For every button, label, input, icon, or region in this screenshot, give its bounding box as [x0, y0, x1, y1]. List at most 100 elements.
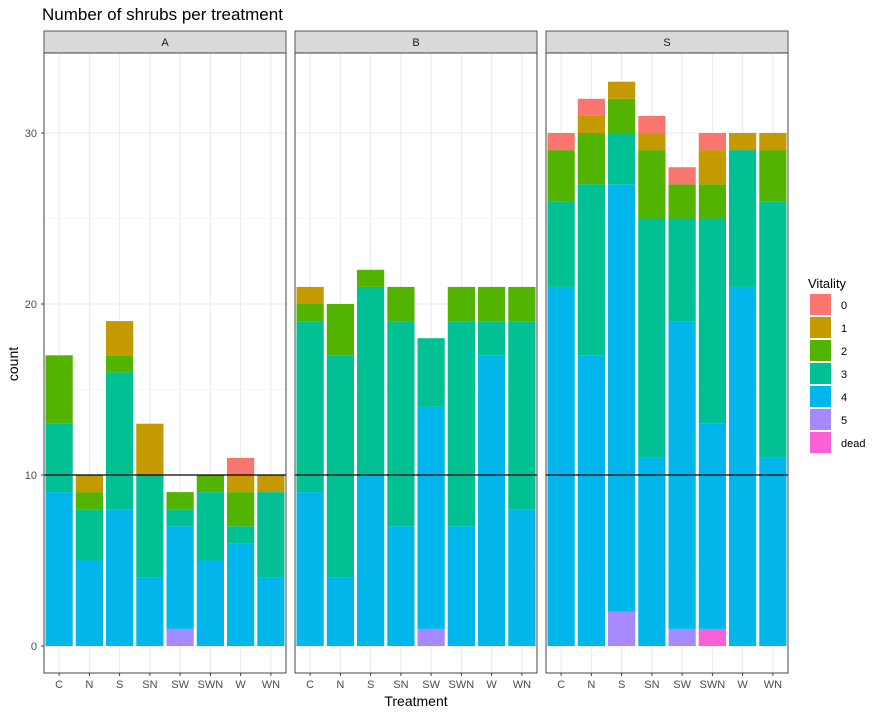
bar-segment-B-S-3	[357, 286, 385, 475]
bar-segment-B-SWN-2	[447, 286, 475, 322]
legend-label-1: 1	[841, 323, 847, 335]
legend-swatch-3	[810, 363, 831, 384]
legend-swatch-1	[810, 317, 831, 338]
bar-segment-A-WN-1	[257, 475, 285, 493]
strip-label-S: S	[663, 37, 670, 49]
bar-segment-A-SW-3	[166, 509, 194, 527]
bar-segment-A-S-3	[106, 372, 134, 510]
x-tick-label-W: W	[486, 679, 497, 691]
x-tick-label-S: S	[367, 679, 374, 691]
bar-segment-B-C-2	[296, 304, 324, 322]
bar-segment-S-C-3	[547, 201, 575, 287]
legend-swatch-4	[810, 386, 831, 407]
legend-label-0: 0	[841, 300, 847, 312]
y-axis-title: count	[5, 347, 21, 381]
x-tick-label-W: W	[737, 679, 748, 691]
bar-segment-B-SW-5	[417, 628, 445, 646]
bar-segment-B-WN-2	[508, 286, 536, 322]
bar-segment-B-W-4	[478, 355, 506, 646]
x-tick-label-SW: SW	[422, 679, 440, 691]
x-tick-label-C: C	[55, 679, 63, 691]
bar-segment-B-N-4	[326, 577, 354, 646]
bar-segment-S-N-1	[577, 115, 605, 133]
x-tick-label-SN: SN	[142, 679, 157, 691]
bar-segment-S-WN-3	[759, 201, 787, 458]
x-tick-label-W: W	[235, 679, 246, 691]
bar-segment-S-SN-3	[638, 218, 666, 458]
bar-segment-B-SN-2	[387, 286, 415, 322]
bar-segment-B-N-2	[326, 304, 354, 356]
bars	[296, 269, 536, 646]
bar-segment-S-S-1	[608, 81, 636, 99]
y-tick-label-0: 0	[31, 641, 37, 653]
legend-label-4: 4	[841, 392, 847, 404]
bar-segment-A-WN-4	[257, 577, 285, 646]
bar-segment-S-SW-0	[668, 167, 696, 185]
bar-segment-S-S-3	[608, 133, 636, 185]
bar-segment-A-SN-4	[136, 577, 164, 646]
bar-segment-S-C-4	[547, 286, 575, 646]
y-axis-ticks: 0 10 20	[25, 132, 44, 653]
bar-segment-S-N-0	[577, 98, 605, 116]
x-tick-label-SWN: SWN	[198, 679, 224, 691]
bar-segment-A-N-4	[75, 560, 103, 646]
bar-segment-A-SW-5	[166, 628, 194, 646]
x-tick-label-N: N	[336, 679, 344, 691]
bar-segment-S-W-3	[729, 150, 757, 287]
x-tick-label-WN: WN	[262, 679, 280, 691]
legend-label-dead: dead	[841, 438, 865, 450]
bar-segment-B-SW-4	[417, 406, 445, 629]
bar-segment-A-N-1	[75, 475, 103, 493]
legend-swatch-0	[810, 294, 831, 315]
bars	[547, 81, 787, 646]
bar-segment-A-SWN-4	[196, 560, 224, 646]
legend-swatch-5	[810, 409, 831, 430]
bar-segment-B-S-4	[357, 475, 385, 646]
bar-segment-S-S-4	[608, 184, 636, 612]
bar-segment-B-SWN-3	[447, 321, 475, 527]
bar-segment-A-C-4	[45, 492, 73, 646]
bar-segment-S-S-5	[608, 611, 636, 646]
bar-segment-S-SWN-2	[698, 184, 726, 219]
legend-label-3: 3	[841, 369, 847, 381]
bar-segment-S-N-4	[577, 355, 605, 646]
y-tick-label-20: 20	[25, 299, 37, 311]
bar-segment-S-SW-3	[668, 218, 696, 322]
x-axis-title: Treatment	[384, 693, 447, 709]
bar-segment-S-SW-5	[668, 628, 696, 646]
panel-border	[545, 52, 789, 674]
legend-swatch-dead	[810, 432, 831, 453]
x-tick-label-SN: SN	[644, 679, 659, 691]
bar-segment-S-SN-4	[638, 457, 666, 646]
panel-border	[43, 52, 287, 674]
bar-segment-S-W-4	[729, 286, 757, 646]
bar-segment-B-SWN-4	[447, 526, 475, 646]
bar-segment-A-C-3	[45, 423, 73, 493]
bar-segment-B-W-3	[478, 321, 506, 356]
bar-segment-S-SWN-1	[698, 150, 726, 185]
bar-segment-S-WN-1	[759, 133, 787, 151]
x-tick-label-SN: SN	[393, 679, 408, 691]
bar-segment-A-S-4	[106, 509, 134, 646]
x-tick-label-S: S	[618, 679, 625, 691]
panel-A: A C N S SN SW SWN W WN	[43, 30, 287, 691]
bar-segment-B-WN-4	[508, 509, 536, 646]
y-tick-label-10: 10	[25, 470, 37, 482]
bar-segment-S-SN-2	[638, 150, 666, 219]
bar-segment-B-SN-3	[387, 321, 415, 527]
bar-segment-A-SW-2	[166, 492, 194, 510]
x-tick-label-SW: SW	[171, 679, 189, 691]
bar-segment-S-N-2	[577, 133, 605, 185]
facet-panels: A C N S SN SW SWN W WN B C N S SN SW SWN W WN S C N S SN SW SWN W…	[43, 30, 789, 691]
bars	[45, 321, 285, 646]
strip-label-A: A	[161, 37, 169, 49]
bar-segment-A-SN-3	[136, 475, 164, 578]
chart-title: Number of shrubs per treatment	[42, 5, 283, 24]
x-tick-label-C: C	[306, 679, 314, 691]
bar-segment-A-WN-3	[257, 492, 285, 578]
bar-segment-B-SW-3	[417, 338, 445, 407]
bar-segment-A-S-1	[106, 321, 134, 356]
legend-label-5: 5	[841, 415, 847, 427]
bar-segment-S-W-1	[729, 133, 757, 151]
